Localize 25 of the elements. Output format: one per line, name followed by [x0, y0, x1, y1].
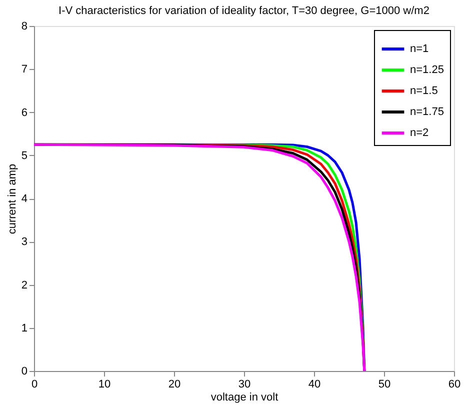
- y-tick-label: 0: [21, 366, 28, 378]
- y-tick-label: 5: [21, 150, 28, 162]
- y-tick-label: 6: [21, 106, 28, 119]
- y-tick-label: 8: [21, 20, 28, 32]
- legend-label: n=1.5: [410, 85, 438, 97]
- y-tick-label: 3: [21, 236, 28, 248]
- y-tick-label: 2: [21, 279, 28, 292]
- x-axis-title: voltage in volt: [210, 392, 278, 404]
- x-tick-label: 40: [308, 378, 321, 390]
- legend-label: n=1: [410, 43, 429, 55]
- chart-title: I-V characteristics for variation of ideality factor, T=30 degree, G=1000 w/m2: [58, 5, 430, 17]
- x-tick-label: 30: [238, 378, 251, 390]
- x-tick-label: 50: [378, 378, 391, 390]
- line-series: [32, 143, 366, 372]
- y-axis-title: current in amp: [6, 164, 18, 234]
- y-tick-label: 4: [21, 193, 28, 205]
- x-tick-label: 60: [448, 378, 461, 390]
- y-tick-label: 1: [21, 322, 28, 334]
- legend-label: n=1.75: [410, 106, 444, 118]
- legend-label: n=2: [410, 127, 429, 139]
- x-tick-label: 0: [31, 378, 38, 390]
- y-tick-label: 7: [21, 64, 28, 76]
- x-tick-label: 20: [168, 378, 181, 390]
- legend-label: n=1.25: [410, 64, 444, 76]
- x-tick-label: 10: [98, 378, 111, 390]
